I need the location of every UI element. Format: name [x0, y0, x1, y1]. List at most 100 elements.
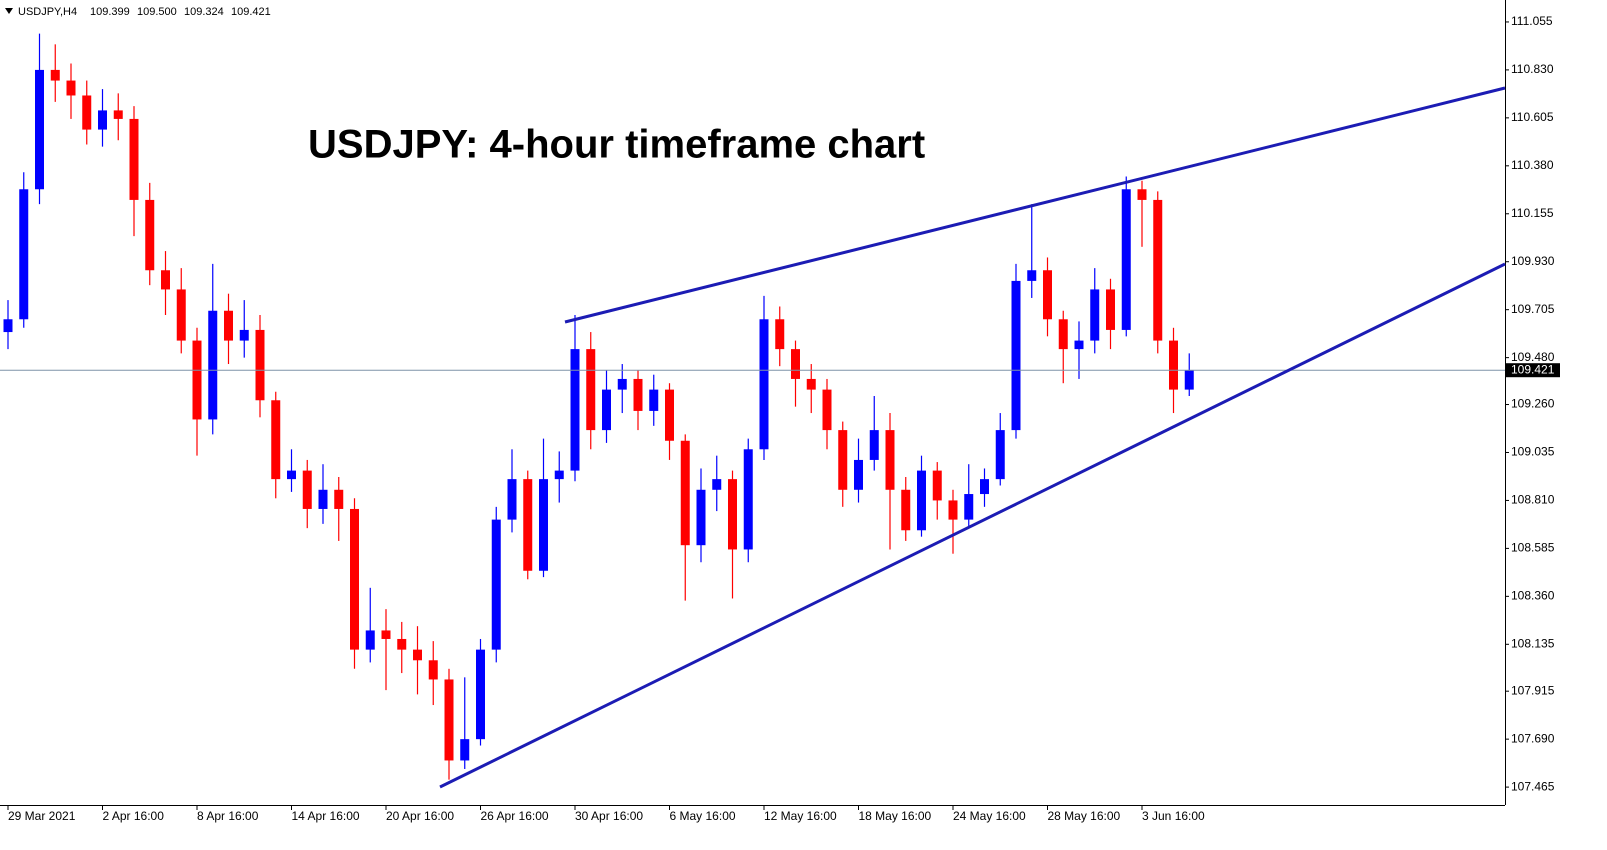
candle-body	[113, 110, 123, 119]
candle-body	[712, 479, 722, 490]
x-tick-label: 26 Apr 16:00	[481, 809, 549, 823]
x-tick-label: 29 Mar 2021	[8, 809, 76, 823]
candle-body	[617, 378, 627, 390]
x-tick-label: 6 May 16:00	[670, 809, 736, 823]
candle-body	[948, 500, 958, 520]
candle-body	[460, 739, 470, 761]
candle-body	[806, 378, 816, 390]
y-tick-label: 110.380	[1511, 158, 1554, 172]
candle-body	[476, 649, 485, 740]
candle-body	[397, 638, 407, 650]
chart-title: USDJPY: 4-hour timeframe chart	[308, 123, 925, 167]
candle-body	[586, 349, 596, 431]
candle-body	[350, 508, 359, 650]
candle-body	[145, 199, 155, 271]
candle-body	[287, 470, 296, 480]
readout-open: 109.399	[90, 6, 130, 18]
candle-body	[1027, 270, 1037, 281]
y-tick-label: 109.035	[1511, 445, 1555, 459]
candle-body	[901, 489, 911, 531]
candle-body	[428, 660, 438, 680]
y-tick-label: 108.810	[1511, 493, 1555, 507]
readout-high: 109.500	[137, 6, 177, 18]
candle-body	[19, 189, 29, 320]
candle-body	[743, 449, 753, 550]
candle-body	[791, 349, 800, 379]
x-tick-label: 18 May 16:00	[859, 809, 932, 823]
candle-body	[192, 340, 202, 420]
candle-body	[1184, 370, 1194, 390]
candle-body	[649, 389, 659, 411]
candle-body	[1043, 270, 1052, 320]
candle-body	[239, 329, 249, 341]
candle-body	[554, 470, 564, 480]
candle-body	[271, 400, 281, 480]
candle-body	[50, 69, 60, 81]
y-tick-label: 110.830	[1511, 62, 1554, 76]
candle-body	[334, 489, 344, 509]
y-tick-label: 107.690	[1511, 731, 1555, 745]
y-tick-label: 108.585	[1511, 541, 1555, 555]
candle-body	[1058, 319, 1068, 350]
candle-body	[161, 270, 170, 290]
x-tick-label: 24 May 16:00	[953, 809, 1026, 823]
candle-body	[255, 329, 265, 401]
candle-body	[602, 389, 611, 431]
y-tick-label: 108.135	[1511, 636, 1555, 650]
plot-area	[0, 33, 1505, 780]
candle-body	[696, 489, 706, 546]
candle-body	[82, 95, 92, 130]
candle-body	[1011, 280, 1021, 431]
candle-body	[413, 649, 422, 661]
candle-body	[507, 479, 517, 520]
candle-body	[98, 110, 107, 130]
candle-body	[869, 430, 879, 460]
candle-body	[491, 519, 501, 650]
y-tick-label: 108.360	[1511, 589, 1555, 603]
candle-body	[665, 389, 674, 441]
candle-body	[129, 118, 139, 200]
candle-body	[365, 630, 375, 650]
candle-body	[1106, 289, 1115, 330]
candle-body	[570, 349, 580, 471]
y-tick-label: 110.155	[1511, 206, 1554, 220]
candle-body	[917, 470, 926, 531]
candle-body	[1169, 340, 1178, 390]
candle-body	[980, 479, 989, 495]
readout-low: 109.324	[184, 6, 224, 18]
candle-body	[932, 470, 942, 501]
candle-body	[208, 310, 218, 420]
x-tick-label: 28 May 16:00	[1048, 809, 1121, 823]
y-tick-label: 109.260	[1511, 397, 1555, 411]
candle-body	[1137, 189, 1147, 200]
candle-body	[775, 319, 785, 350]
candle-body	[1121, 189, 1131, 330]
x-tick-label: 14 Apr 16:00	[292, 809, 360, 823]
x-tick-label: 8 Apr 16:00	[197, 809, 259, 823]
y-tick-label: 109.930	[1511, 254, 1555, 268]
lower-trendline	[439, 262, 1506, 789]
candle-body	[302, 470, 312, 509]
candle-body	[444, 679, 454, 761]
candle-body	[224, 310, 233, 341]
x-tick-label: 20 Apr 16:00	[386, 809, 454, 823]
candle-body	[3, 319, 13, 333]
candle-body	[1153, 199, 1163, 341]
candle-body	[318, 489, 328, 509]
y-tick-label: 111.055	[1511, 14, 1553, 28]
candle-body	[35, 69, 44, 190]
current-price-box	[1506, 363, 1560, 378]
current-price-label: 109.421	[1511, 362, 1555, 376]
y-tick-label: 110.605	[1511, 110, 1554, 124]
candle-body	[854, 459, 863, 490]
y-tick-label: 109.705	[1511, 302, 1555, 316]
candle-body	[539, 479, 548, 571]
y-tick-label: 107.465	[1511, 779, 1555, 793]
symbol: USDJPY,H4	[18, 6, 77, 18]
x-tick-label: 30 Apr 16:00	[575, 809, 643, 823]
candle-body	[964, 494, 974, 520]
candle-body	[1074, 340, 1084, 350]
dropdown-arrow	[5, 8, 13, 14]
